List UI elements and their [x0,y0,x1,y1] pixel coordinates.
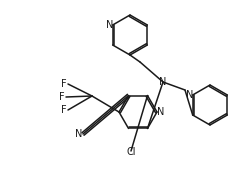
Text: Cl: Cl [126,147,136,157]
Text: N: N [75,129,83,139]
Text: F: F [61,79,67,89]
Text: F: F [59,92,65,102]
Text: N: N [186,90,193,100]
Text: N: N [106,20,113,30]
Text: F: F [61,105,67,115]
Text: N: N [157,107,165,117]
Text: N: N [159,77,167,87]
